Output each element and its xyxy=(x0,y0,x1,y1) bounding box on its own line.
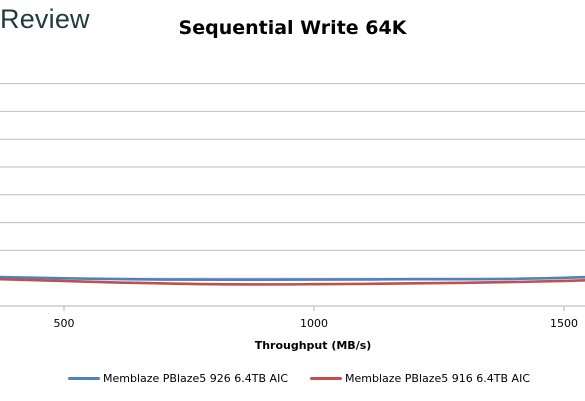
legend-item-926: Memblaze PBlaze5 926 6.4TB AIC xyxy=(68,372,288,385)
legend-label-926: Memblaze PBlaze5 926 6.4TB AIC xyxy=(103,372,289,385)
legend-label-916: Memblaze PBlaze5 916 6.4TB AIC xyxy=(345,372,531,385)
legend-item-916: Memblaze PBlaze5 916 6.4TB AIC xyxy=(310,372,530,385)
chart-title: Sequential Write 64K xyxy=(178,17,407,39)
gridlines xyxy=(0,83,585,307)
x-axis-ticks: 5001000150020002500 xyxy=(54,306,578,330)
series-lines xyxy=(0,275,585,286)
series-line-916 xyxy=(0,277,585,286)
x-tick-label: 1500 xyxy=(550,317,578,330)
legend: Memblaze PBlaze5 926 6.4TB AIC Memblaze … xyxy=(0,372,585,388)
x-tick-label: 500 xyxy=(54,317,75,330)
legend-swatch-926 xyxy=(68,377,100,380)
review-watermark: Review xyxy=(0,4,90,34)
legend-swatch-916 xyxy=(310,377,342,380)
series-line-926 xyxy=(0,275,585,281)
x-tick-label: 1000 xyxy=(300,317,328,330)
x-axis-label: Throughput (MB/s) xyxy=(254,339,372,352)
